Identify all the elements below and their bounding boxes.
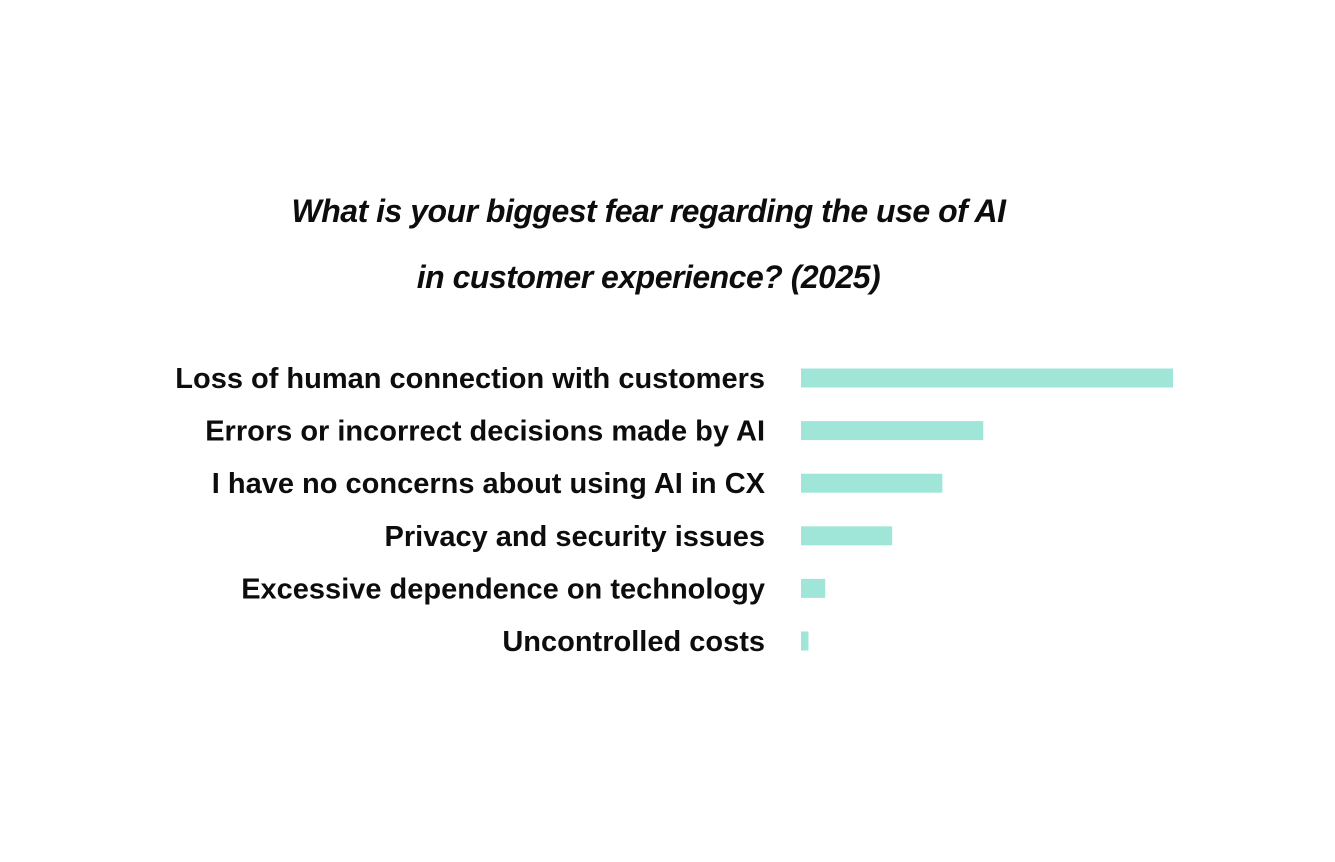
chart-title-line-2: in customer experience? (2025) xyxy=(416,259,881,295)
bar xyxy=(801,421,984,441)
category-label: Loss of human connection with customers xyxy=(175,363,765,395)
category-label: I have no concerns about using AI in CX xyxy=(212,468,766,500)
bar xyxy=(801,473,943,493)
category-labels: Loss of human connection with customers E… xyxy=(175,363,765,658)
chart-title-line-1: What is your biggest fear regarding the … xyxy=(291,193,1006,229)
bar xyxy=(801,368,1173,388)
bar xyxy=(801,526,893,546)
category-label: Privacy and security issues xyxy=(385,521,765,553)
category-label: Excessive dependence on technology xyxy=(241,573,765,605)
category-label: Uncontrolled costs xyxy=(502,626,765,658)
bar xyxy=(801,578,826,598)
bar xyxy=(801,631,809,651)
bars xyxy=(801,368,1173,651)
category-label: Errors or incorrect decisions made by AI xyxy=(205,416,765,448)
